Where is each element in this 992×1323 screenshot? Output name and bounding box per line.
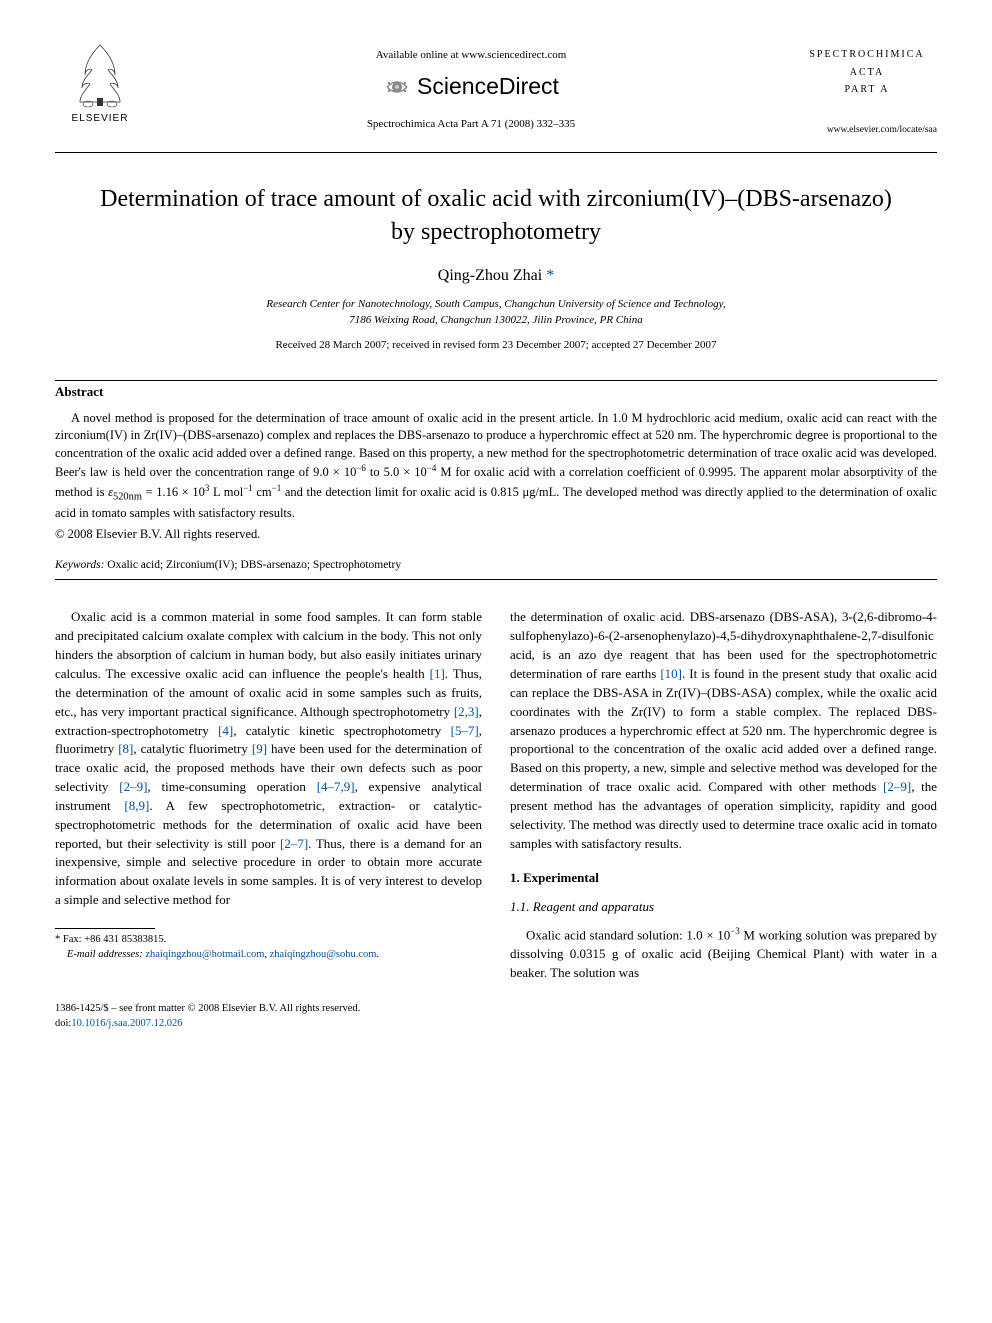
ref-link[interactable]: [8,9]	[124, 798, 149, 813]
abstract-seg: = 1.16 × 10	[142, 485, 205, 499]
journal-line-3: PART A	[797, 83, 937, 98]
doi-label: doi:	[55, 1018, 71, 1029]
left-column: Oxalic acid is a common material in some…	[55, 608, 482, 983]
available-online-text: Available online at www.sciencedirect.co…	[145, 48, 797, 64]
ref-link[interactable]: [5–7]	[451, 723, 479, 738]
ref-link[interactable]: [10]	[660, 666, 682, 681]
body-columns: Oxalic acid is a common material in some…	[55, 608, 937, 983]
body-seg: , catalytic fluorimetry	[133, 741, 251, 756]
abstract-sub: 520nm	[113, 492, 142, 503]
body-seg: Oxalic acid standard solution: 1.0 × 10	[526, 927, 730, 942]
body-seg: Oxalic acid is a common material in some…	[55, 609, 482, 681]
body-seg: . It is found in the present study that …	[510, 666, 937, 794]
elsevier-tree-icon	[70, 40, 130, 110]
body-seg: , catalytic kinetic spectrophotometry	[233, 723, 450, 738]
email-label: E-mail addresses:	[67, 949, 143, 960]
ref-link[interactable]: [2,3]	[454, 704, 479, 719]
abstract-rule-top	[55, 380, 937, 381]
elsevier-logo-block: ELSEVIER	[55, 40, 145, 127]
ref-link[interactable]: [2–9]	[119, 779, 147, 794]
abstract-sup: −1	[243, 483, 253, 493]
footnote-separator	[55, 928, 155, 929]
author-line: Qing-Zhou Zhai *	[55, 264, 937, 287]
footnote-period: .	[376, 949, 379, 960]
body-seg: , time-consuming operation	[147, 779, 316, 794]
right-column: the determination of oxalic acid. DBS-ar…	[510, 608, 937, 983]
abstract-heading: Abstract	[55, 383, 937, 402]
affiliation: Research Center for Nanotechnology, Sout…	[55, 297, 937, 328]
section-1-1-heading: 1.1. Reagent and apparatus	[510, 898, 937, 917]
abstract-copyright: © 2008 Elsevier B.V. All rights reserved…	[55, 525, 937, 543]
intro-continued: the determination of oxalic acid. DBS-ar…	[510, 608, 937, 853]
author-name: Qing-Zhou Zhai	[438, 267, 542, 284]
ref-link[interactable]: [2–9]	[883, 779, 911, 794]
journal-url[interactable]: www.elsevier.com/locate/saa	[797, 124, 937, 138]
ref-link[interactable]: [4–7,9]	[317, 779, 355, 794]
email-link-1[interactable]: zhaiqingzhou@hotmail.com	[145, 949, 264, 960]
journal-line-1: SPECTROCHIMICA	[797, 48, 937, 63]
keywords-label: Keywords:	[55, 559, 104, 571]
abstract-sup: −6	[356, 463, 366, 473]
abstract-text: A novel method is proposed for the deter…	[55, 410, 937, 523]
ref-link[interactable]: [9]	[252, 741, 267, 756]
elsevier-label: ELSEVIER	[72, 112, 129, 127]
citation-line: Spectrochimica Acta Part A 71 (2008) 332…	[145, 117, 797, 133]
section-1-1-paragraph: Oxalic acid standard solution: 1.0 × 10−…	[510, 925, 937, 983]
ref-link[interactable]: [4]	[218, 723, 233, 738]
abstract-sup: −4	[427, 463, 437, 473]
sciencedirect-text: ScienceDirect	[417, 70, 559, 103]
center-header: Available online at www.sciencedirect.co…	[145, 40, 797, 133]
author-corresponding-marker[interactable]: *	[546, 267, 554, 284]
footer-block: 1386-1425/$ – see front matter © 2008 El…	[55, 1001, 937, 1031]
abstract-block: Abstract A novel method is proposed for …	[55, 383, 937, 543]
footnote-block: * Fax: +86 431 85383815. E-mail addresse…	[55, 933, 482, 962]
sciencedirect-ball-icon	[383, 73, 411, 101]
keywords-line: Keywords: Oxalic acid; Zirconium(IV); DB…	[55, 557, 937, 574]
abstract-rule-bottom	[55, 579, 937, 580]
article-title: Determination of trace amount of oxalic …	[95, 183, 897, 248]
body-sup: −3	[730, 926, 740, 936]
ref-link[interactable]: [8]	[118, 741, 133, 756]
abstract-seg: cm	[253, 485, 272, 499]
footnote-fax: * Fax: +86 431 85383815.	[55, 933, 482, 948]
header-rule	[55, 152, 937, 153]
doi-link[interactable]: 10.1016/j.saa.2007.12.026	[71, 1018, 182, 1029]
footer-doi-line: doi:10.1016/j.saa.2007.12.026	[55, 1016, 937, 1031]
footer-front-matter: 1386-1425/$ – see front matter © 2008 El…	[55, 1001, 937, 1016]
header-row: ELSEVIER Available online at www.science…	[55, 40, 937, 140]
intro-paragraph: Oxalic acid is a common material in some…	[55, 608, 482, 910]
ref-link[interactable]: [1]	[430, 666, 445, 681]
sciencedirect-logo: ScienceDirect	[145, 70, 797, 103]
keywords-text: Oxalic acid; Zirconium(IV); DBS-arsenazo…	[104, 559, 401, 571]
journal-box: SPECTROCHIMICA ACTA PART A www.elsevier.…	[797, 40, 937, 140]
email-link-2[interactable]: zhaiqingzhou@sohu.com	[270, 949, 377, 960]
abstract-sup: −1	[272, 483, 282, 493]
abstract-seg: L mol	[209, 485, 243, 499]
section-1-heading: 1. Experimental	[510, 869, 937, 888]
journal-line-2: ACTA	[797, 66, 937, 81]
ref-link[interactable]: [2–7]	[280, 836, 308, 851]
article-dates: Received 28 March 2007; received in revi…	[55, 338, 937, 354]
abstract-seg: to 5.0 × 10	[366, 465, 427, 479]
footnote-email-line: E-mail addresses: zhaiqingzhou@hotmail.c…	[55, 948, 482, 963]
